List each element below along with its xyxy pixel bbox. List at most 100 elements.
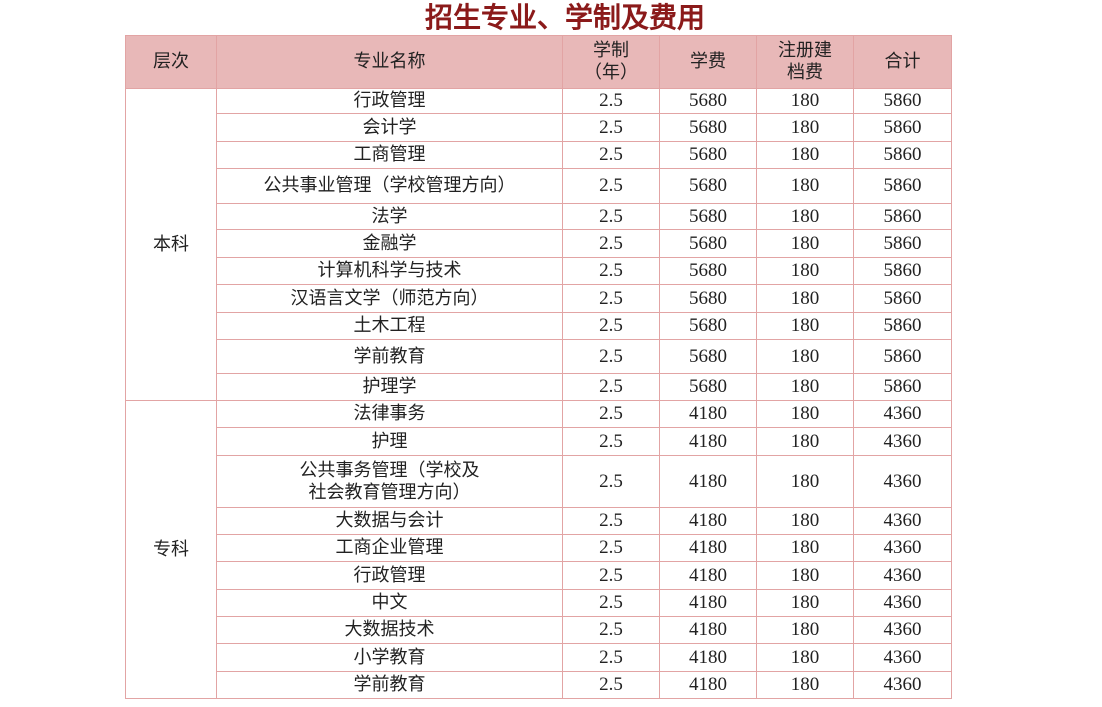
num-cell: 4180 [659,671,757,699]
num-cell: 4180 [659,455,757,508]
num-cell: 180 [756,141,854,169]
major-cell: 工商管理 [216,141,563,169]
num-cell: 180 [756,168,854,204]
num-cell: 2.5 [562,507,660,535]
major-cell: 小学教育 [216,643,563,672]
num-cell: 2.5 [562,203,660,230]
major-cell: 大数据技术 [216,616,563,644]
text-line: 公共事务管理（学校及 [299,459,480,481]
major-cell: 护理 [216,427,563,456]
num-cell: 5680 [659,113,757,142]
header-cell: 专业名称 [216,35,563,89]
num-cell: 5680 [659,203,757,230]
num-cell: 5860 [853,339,952,374]
table-row: 工商管理 2.5 5680 180 5860 [126,141,952,169]
num-cell: 4360 [853,589,952,617]
num-cell: 4360 [853,507,952,535]
major-cell: 汉语言文学（师范方向） [216,284,563,313]
num-cell: 180 [756,113,854,142]
major-cell: 会计学 [216,113,563,142]
num-cell: 2.5 [562,671,660,699]
num-cell: 2.5 [562,229,660,258]
table-row: 中文 2.5 4180 180 4360 [126,589,952,617]
major-cell: 法律事务 [216,400,563,428]
table-row: 法学 2.5 5680 180 5860 [126,203,952,230]
header-cell: 学费 [659,35,757,89]
table-row: 公共事务管理（学校及 社会教育管理方向） 2.5 4180 180 4360 [126,455,952,508]
table-row: 本科 行政管理 2.5 5680 180 5860 [125,88,952,401]
num-cell: 5680 [659,339,757,374]
num-cell: 180 [756,561,854,590]
num-cell: 5680 [659,312,757,340]
num-cell: 180 [756,339,854,374]
num-cell: 4180 [659,643,757,672]
num-cell: 5680 [659,141,757,169]
num-cell: 180 [756,203,854,230]
table-row: 大数据技术 2.5 4180 180 4360 [126,616,952,644]
num-cell: 2.5 [562,88,660,114]
table-row: 汉语言文学（师范方向） 2.5 5680 180 5860 [126,284,952,313]
major-cell: 公共事务管理（学校及 社会教育管理方向） [216,455,563,508]
header-cell: 学制 （年） [562,35,660,89]
num-cell: 5860 [853,373,952,401]
table-row: 金融学 2.5 5680 180 5860 [126,229,952,258]
num-cell: 4180 [659,589,757,617]
table-row: 小学教育 2.5 4180 180 4360 [126,643,952,672]
header-cell: 注册建 档费 [756,35,854,89]
num-cell: 4180 [659,561,757,590]
num-cell: 180 [756,373,854,401]
num-cell: 5680 [659,88,757,114]
major-cell: 学前教育 [216,339,563,374]
num-cell: 2.5 [562,427,660,456]
num-cell: 4360 [853,671,952,699]
num-cell: 5860 [853,312,952,340]
num-cell: 2.5 [562,257,660,285]
num-cell: 2.5 [562,141,660,169]
num-cell: 5860 [853,88,952,114]
num-cell: 180 [756,312,854,340]
num-cell: 5860 [853,284,952,313]
num-cell: 5680 [659,257,757,285]
major-cell: 计算机科学与技术 [216,257,563,285]
header-cell: 合计 [853,35,952,89]
level-cell: 本科 [125,88,217,401]
num-cell: 180 [756,88,854,114]
num-cell: 5680 [659,229,757,258]
num-cell: 2.5 [562,284,660,313]
major-cell: 工商企业管理 [216,534,563,562]
num-cell: 5860 [853,203,952,230]
num-cell: 4180 [659,507,757,535]
major-cell: 中文 [216,589,563,617]
table-row: 会计学 2.5 5680 180 5860 [126,113,952,142]
num-cell: 4360 [853,616,952,644]
num-cell: 4360 [853,427,952,456]
header-row: 层次 专业名称 学制 （年） 学费 注册建 档费 合计 [125,35,952,89]
num-cell: 5680 [659,168,757,204]
num-cell: 2.5 [562,616,660,644]
num-cell: 4360 [853,455,952,508]
num-cell: 2.5 [562,589,660,617]
num-cell: 180 [756,671,854,699]
text-line: 社会教育管理方向） [308,481,471,503]
major-cell: 学前教育 [216,671,563,699]
num-cell: 180 [756,229,854,258]
num-cell: 2.5 [562,113,660,142]
num-cell: 5860 [853,257,952,285]
num-cell: 5860 [853,229,952,258]
num-cell: 180 [756,589,854,617]
table-row: 护理学 2.5 5680 180 5860 [126,373,952,401]
num-cell: 2.5 [562,455,660,508]
table-row: 大数据与会计 2.5 4180 180 4360 [126,507,952,535]
table-row: 学前教育 2.5 4180 180 4360 [126,671,952,699]
num-cell: 4180 [659,616,757,644]
table-row: 护理 2.5 4180 180 4360 [126,427,952,456]
title: 招生专业、学制及费用 [424,1,705,34]
num-cell: 180 [756,257,854,285]
text-line: 学制 [593,40,629,61]
table-row: 行政管理 2.5 4180 180 4360 [126,561,952,590]
major-cell: 大数据与会计 [216,507,563,535]
num-cell: 2.5 [562,312,660,340]
header-cell: 层次 [125,35,217,89]
major-cell: 金融学 [216,229,563,258]
